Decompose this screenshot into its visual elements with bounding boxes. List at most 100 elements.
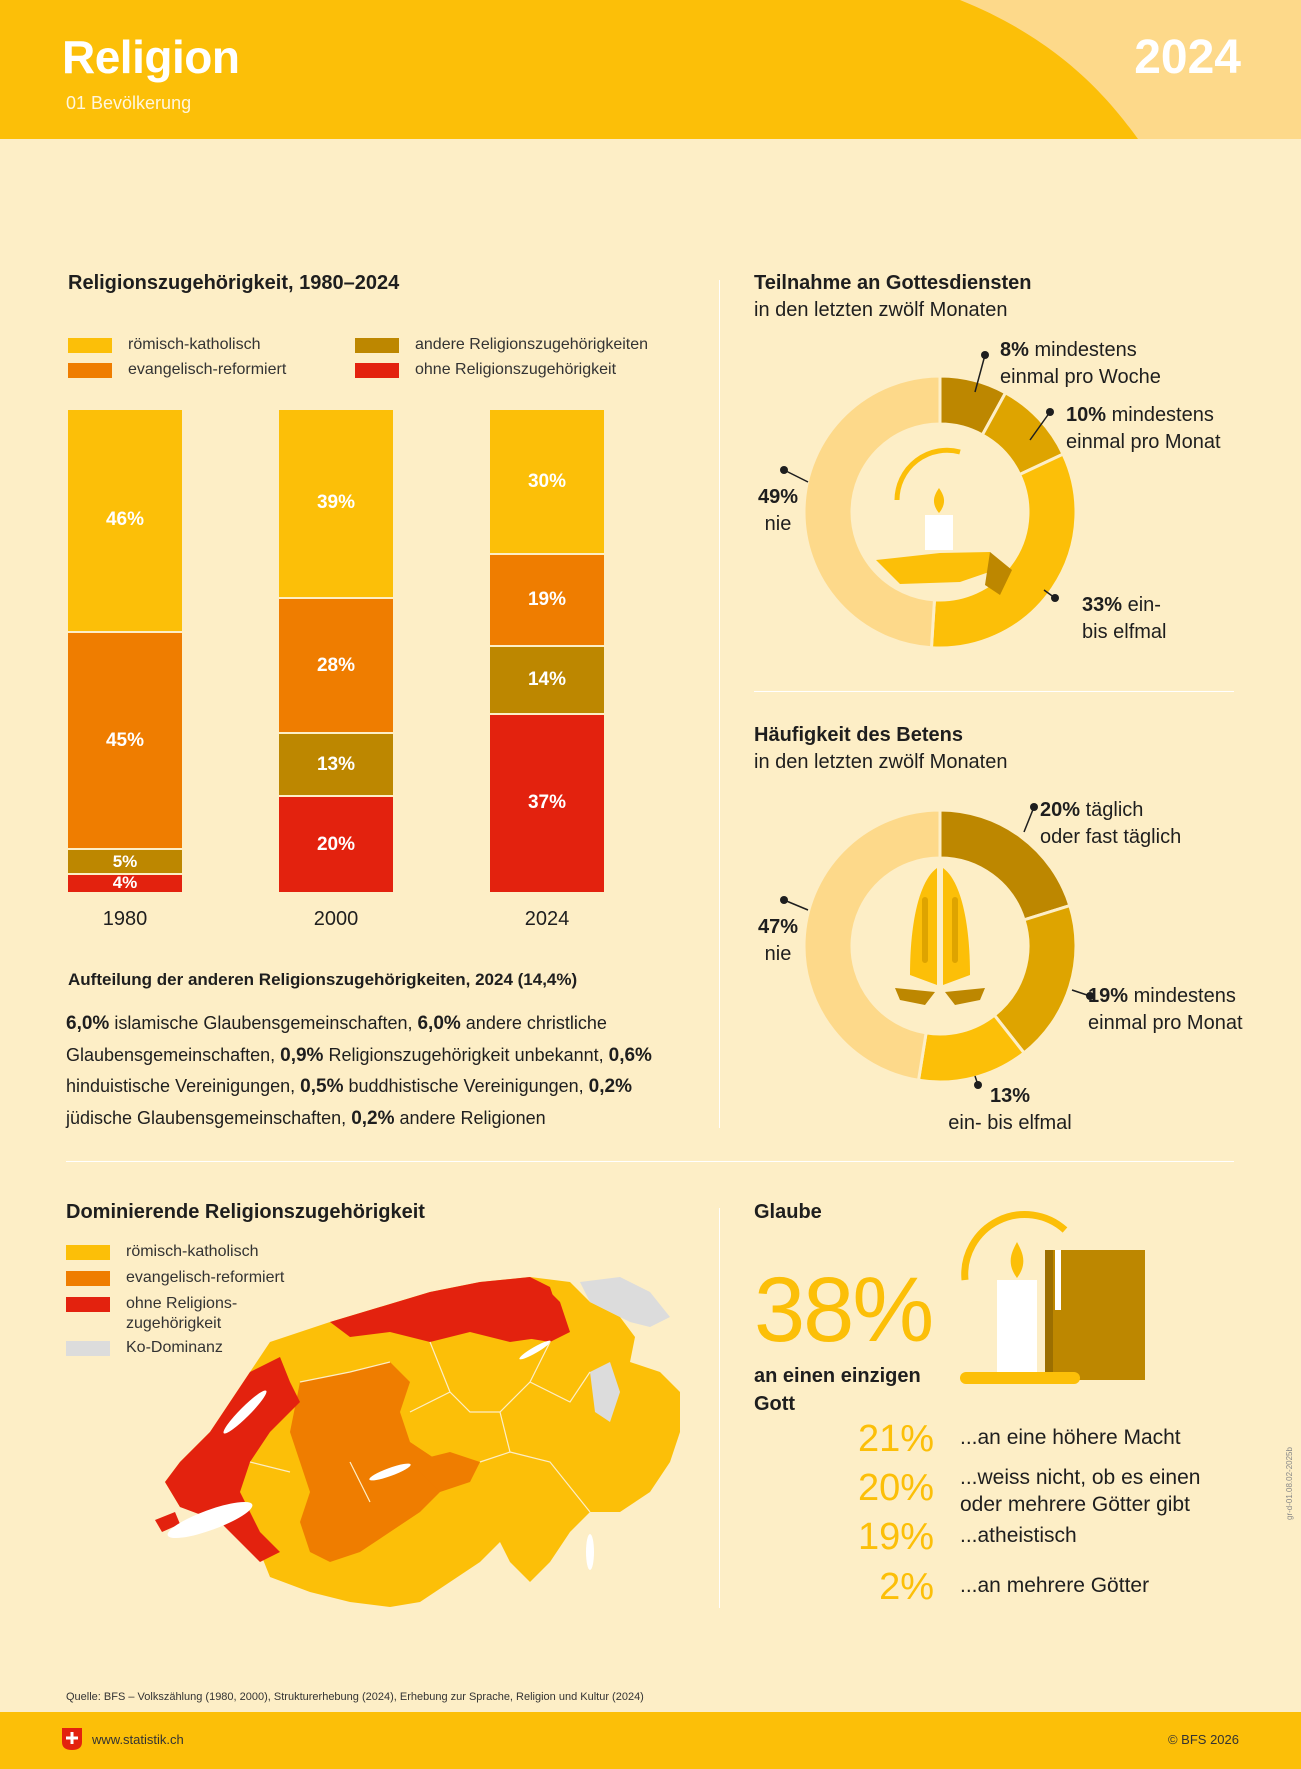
bar-segment: 13% [279,734,393,798]
footer-copyright: © BFS 2026 [1167,1732,1239,1747]
switzerland-map [155,1277,680,1607]
graphic-code: gr-d-01.08.02-2025b [1285,1447,1294,1520]
page-title: Religion [62,31,240,83]
prayer-subtitle: in den letzten zwölf Monaten [754,751,1008,773]
belief-row-pct: 19% [857,1516,934,1558]
horizontal-divider-right [754,691,1234,692]
leader-line [1029,411,1051,441]
breakdown-label: Religionszugehörigkeit unbekannt, [323,1044,609,1065]
belief-big-label: an einen einzigen Gott [754,1365,921,1415]
leader-line [783,469,809,483]
map-lake-maggiore [586,1534,594,1570]
candle-hand-icon [876,447,1012,595]
legend-label: andere Religionszugehörigkeiten [415,336,649,353]
belief-row-label: ...atheistisch [960,1524,1077,1547]
legend-andere: andere Religionszugehörigkeiten [355,336,648,354]
breakdown-label: islamische Glaubensgemeinschaften, [109,1013,418,1033]
breakdown-pct: 6,0% [66,1013,110,1034]
breakdown-pct: 6,0% [417,1013,461,1034]
map-region-reformed [290,1362,440,1562]
legend-label: evangelisch-reformiert [126,1269,285,1286]
page-subtitle: 01 Bevölkerung [66,93,192,113]
map-lake-geneva [167,1501,253,1539]
bar-category-label: 2024 [524,908,570,930]
breakdown-pct: 0,9% [280,1044,324,1066]
breakdown-label: hinduistische Vereinigungen, [66,1076,301,1096]
map-lake-zurich [519,1340,551,1360]
donut-label: 10% mindestens einmal pro Monat [1066,404,1221,453]
map-legend-ohne: ohne Religions-zugehörigkeit [66,1294,256,1334]
donut-slice [929,452,1078,650]
belief-big-percent: 38% [754,1259,934,1361]
other-breakdown-title: Aufteilung der anderen Religionszugehöri… [68,970,578,989]
donut-slice [802,374,942,650]
source-note: Quelle: BFS – Volkszählung (1980, 2000),… [66,1691,644,1703]
map-region-reformed-2 [410,1452,480,1492]
belief-row-pct: 2% [879,1566,934,1608]
bar-category-label: 2000 [313,908,359,930]
belief-row-pct: 20% [857,1467,934,1509]
breakdown-label: buddhistische Vereinigungen, [343,1076,589,1096]
vertical-divider-bottom [719,1208,720,1608]
candle-book-icon [960,1210,1145,1384]
legend-reformiert: evangelisch-reformiert [68,361,286,379]
legend-swatch [66,1271,110,1286]
belief-row-label: ...an mehrere Götter [960,1574,1150,1597]
breakdown-pct: 0,6% [608,1044,652,1066]
legend-label: römisch-katholisch [126,1243,259,1260]
religion-chart-title: Religionszugehörigkeit, 1980–2024 [68,272,400,294]
belief-row-label: ...an eine höhere Macht [960,1426,1181,1449]
donut-slice [802,808,942,1083]
map-region-none-geneva [155,1512,180,1532]
header-banner: Religion 01 Bevölkerung 2024 [0,0,1301,139]
legend-katholisch: römisch-katholisch [68,336,260,354]
leader-line [783,899,809,911]
belief-row: 21% ...an eine höhere Macht [754,1418,1234,1468]
map-region-none-west [165,1357,300,1562]
breakdown-pct: 0,2% [588,1076,632,1097]
legend-swatch [66,1341,110,1356]
footer-url-link[interactable]: www.statistik.ch [92,1732,184,1747]
horizontal-divider-full [66,1161,1234,1162]
map-title: Dominierende Religionszugehörigkeit [66,1201,425,1223]
donut-label: 49% nie [757,486,799,535]
leader-line [974,354,986,393]
leader-line [1071,989,1091,997]
bar-segment: 45% [68,632,182,851]
map-legend-reformiert: evangelisch-reformiert [66,1268,284,1288]
legend-label: ohne Religionszugehörigkeit [415,361,617,378]
belief-row-label: ...weiss nicht, ob es einen oder mehrere… [960,1466,1201,1516]
legend-label: ohne Religions-zugehörigkeit [126,1295,238,1332]
belief-row: 19% ...atheistisch [754,1516,1234,1566]
breakdown-label: andere christliche Glaubensgemeinschafte… [66,1013,607,1065]
donut-label: 47% nie [757,916,799,965]
map-region-catholic-base [165,1277,680,1607]
donut-label: 13% ein- bis elfmal [948,1085,1072,1134]
map-region-ko-east [580,1277,670,1327]
header-accent-shape [960,0,1301,139]
leader-line [974,1075,979,1086]
legend-ohne: ohne Religionszugehörigkeit [355,361,616,379]
legend-label: römisch-katholisch [128,336,261,353]
belief-row: 2% ...an mehrere Götter [754,1566,1234,1616]
legend-label: Ko-Dominanz [126,1339,223,1356]
bar-segment: 39% [279,410,393,599]
other-breakdown-text: 6,0% islamische Glaubensgemeinschaften, … [66,1008,686,1134]
bar-segment: 20% [279,797,393,894]
bar-segment: 28% [279,598,393,735]
praying-hands-icon [895,868,985,1005]
legend-swatch [355,337,399,353]
page-year: 2024 [1134,31,1241,84]
map-lake-neuchatel [223,1390,267,1434]
legend-swatch [66,1297,110,1312]
swiss-flag-icon [62,1728,82,1750]
map-region-none-zurich [490,1282,570,1342]
bar-category-label: 1980 [102,908,148,930]
map-legend-katholisch: römisch-katholisch [66,1242,258,1262]
breakdown-pct: 0,2% [351,1107,395,1129]
donut-label: 33% ein-bis elfmal [1082,594,1167,643]
bar-segment: 46% [68,410,182,633]
belief-row-pct: 21% [857,1418,934,1460]
donut-label: 19% mindestens einmal pro Monat [1088,985,1243,1034]
prayer-title: Häufigkeit des Betens [754,724,963,746]
